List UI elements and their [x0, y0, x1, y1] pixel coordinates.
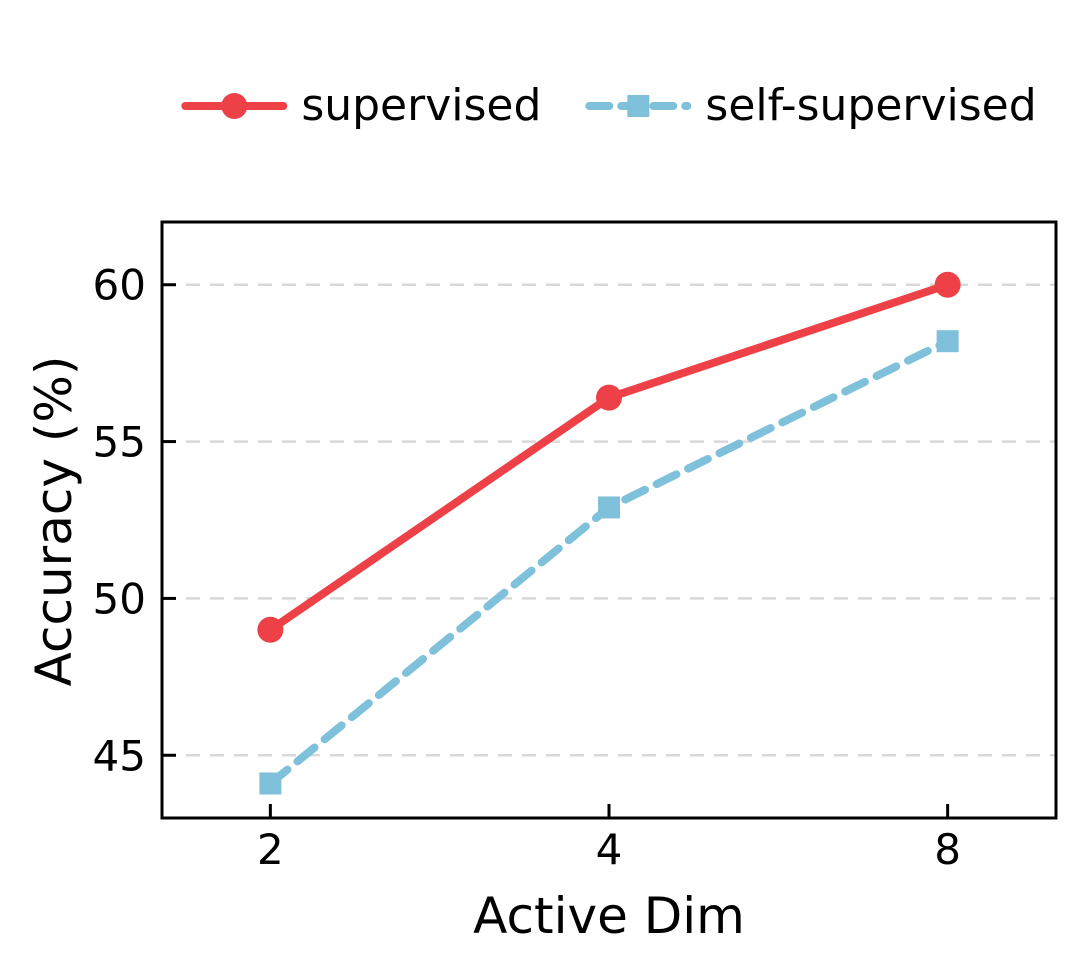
data-point-supervised — [596, 384, 622, 411]
chart-legend: supervised self-supervised — [181, 80, 1037, 131]
x-axis-label: Active Dim — [473, 887, 745, 945]
y-tick-label: 45 — [93, 731, 146, 780]
legend-swatch-marker — [627, 95, 650, 118]
x-tick-label: 2 — [257, 825, 284, 874]
y-tick-label: 50 — [93, 574, 146, 623]
data-point-self-supervised — [936, 330, 959, 353]
legend-entry-supervised: supervised — [181, 80, 542, 131]
y-axis-label: Accuracy (%) — [25, 355, 83, 687]
data-point-supervised — [934, 271, 961, 298]
data-point-self-supervised — [259, 772, 282, 795]
y-tick-label: 55 — [93, 418, 146, 467]
y-tick-label: 60 — [93, 261, 146, 310]
self-supervised-line-swatch — [585, 95, 692, 118]
supervised-line-swatch — [181, 93, 288, 120]
x-tick-label: 4 — [596, 825, 623, 874]
series-line-supervised — [266, 280, 952, 634]
legend-label-supervised: supervised — [301, 80, 542, 131]
legend-swatch-marker — [221, 93, 248, 120]
data-point-self-supervised — [598, 496, 620, 519]
data-point-supervised — [257, 616, 284, 643]
plot-border — [160, 220, 1058, 820]
x-tick-label: 8 — [934, 825, 961, 874]
legend-entry-self-supervised: self-supervised — [585, 80, 1037, 131]
legend-label-self-supervised: self-supervised — [705, 80, 1037, 131]
